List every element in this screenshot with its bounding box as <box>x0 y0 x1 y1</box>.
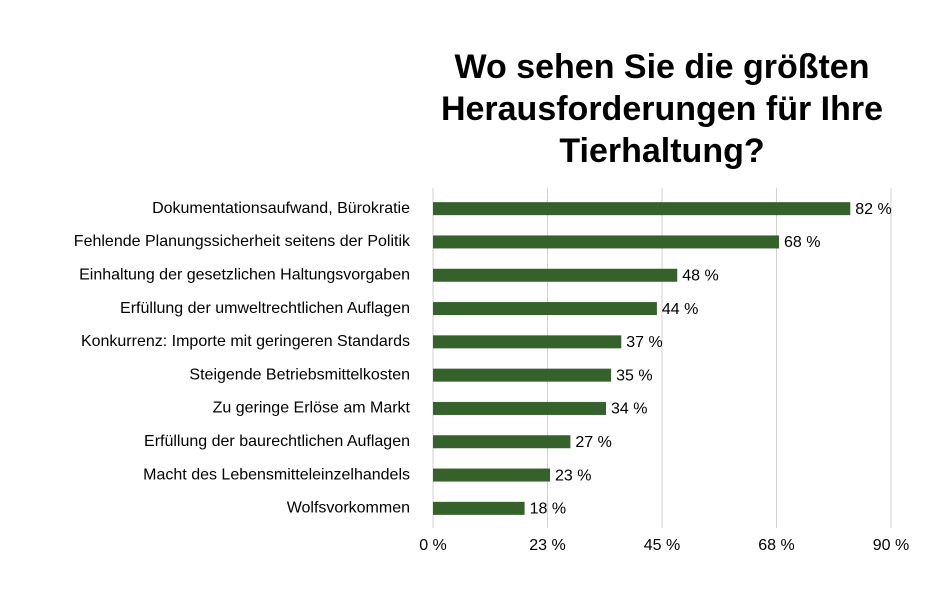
x-tick-label: 45 % <box>644 537 680 554</box>
y-tick-label: Konkurrenz: Importe mit geringeren Stand… <box>81 333 410 350</box>
value-label: 68 % <box>784 234 820 251</box>
bar <box>433 401 607 415</box>
bar <box>433 202 851 216</box>
value-label: 48 % <box>682 267 718 284</box>
bar <box>433 302 657 316</box>
value-label: 35 % <box>616 367 652 384</box>
bar <box>433 235 780 249</box>
y-tick-label: Steigende Betriebsmittelkosten <box>189 366 410 383</box>
bar <box>433 335 622 349</box>
y-tick-label: Erfüllung der baurechtlichen Auflagen <box>144 433 410 450</box>
value-label: 37 % <box>626 334 662 351</box>
x-tick-label: 90 % <box>873 537 909 554</box>
bar <box>433 501 525 515</box>
y-tick-label: Macht des Lebensmitteleinzelhandels <box>143 466 410 483</box>
value-label: 44 % <box>662 301 698 318</box>
bar <box>433 368 612 382</box>
chart-title: Wo sehen Sie die größten Herausforderung… <box>440 48 884 170</box>
bar <box>433 435 571 449</box>
y-tick-label: Wolfsvorkommen <box>287 500 410 517</box>
y-tick-label: Dokumentationsaufwand, Bürokratie <box>152 200 410 217</box>
y-tick-label: Zu geringe Erlöse am Markt <box>213 400 411 417</box>
x-tick-label: 0 % <box>419 537 447 554</box>
x-tick-label: 68 % <box>758 537 794 554</box>
value-label: 23 % <box>555 467 591 484</box>
x-tick-label: 23 % <box>529 537 565 554</box>
value-label: 34 % <box>611 401 647 418</box>
value-label: 18 % <box>530 501 566 518</box>
bar <box>433 468 551 482</box>
y-tick-label: Erfüllung der umweltrechtlichen Auflagen <box>120 300 410 317</box>
value-label: 27 % <box>575 434 611 451</box>
y-tick-label: Einhaltung der gesetzlichen Haltungsvorg… <box>79 266 410 283</box>
y-tick-label: Fehlende Planungssicherheit seitens der … <box>74 233 411 250</box>
bar <box>433 268 678 282</box>
value-label: 82 % <box>855 201 891 218</box>
